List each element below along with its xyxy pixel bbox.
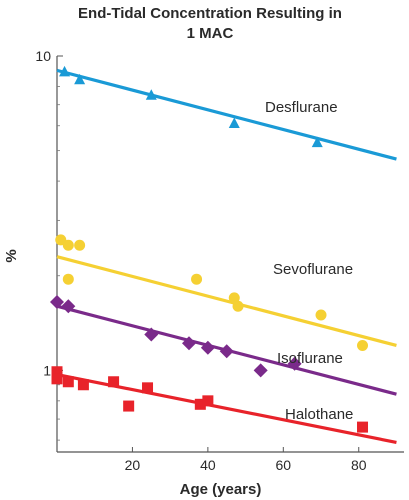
isoflurane-point (287, 356, 302, 371)
desflurane-fit-line (56, 68, 397, 161)
sevoflurane-point (191, 273, 203, 285)
isoflurane-point (200, 340, 215, 355)
sevoflurane-point (62, 239, 74, 251)
isoflurane-label: Isoflurane (277, 350, 343, 367)
chart-title-line-2: 1 MAC (186, 25, 234, 42)
sevoflurane-point (315, 309, 327, 321)
isoflurane-point (253, 363, 268, 378)
sevoflurane-label: Sevoflurane (273, 261, 353, 278)
sevoflurane-point (62, 273, 74, 285)
halothane-point (62, 376, 74, 388)
axes-group: 20 40 60 80 1 10 (35, 48, 404, 473)
halothane-point (51, 366, 63, 378)
desflurane-label: Desflurane (265, 99, 338, 116)
sevoflurane-fit-line (56, 255, 397, 348)
sevoflurane-point (74, 239, 86, 251)
sevoflurane-point (357, 339, 369, 351)
halothane-point (202, 395, 214, 407)
desflurane-point (74, 73, 86, 85)
labels-group: Age (years)% Desflurane Sevoflurane Isoflur… (3, 99, 353, 498)
halothane-point (77, 379, 89, 391)
x-tick-label: 80 (351, 457, 367, 473)
halothane-point (142, 382, 154, 394)
halothane-point (51, 373, 63, 385)
sevoflurane-point (232, 300, 244, 312)
x-tick-label: 40 (200, 457, 216, 473)
chart-title-line-1: End-Tidal Concentration Resulting in (78, 5, 342, 22)
fit-lines-group (56, 68, 397, 444)
desflurane-point (228, 117, 240, 128)
isoflurane-point (182, 336, 197, 351)
halothane-point (357, 421, 369, 433)
halothane-point (108, 376, 120, 388)
halothane-label: Halothane (285, 406, 353, 423)
y-tick-label: 1 (43, 362, 51, 378)
halothane-point (123, 400, 135, 412)
y-tick-label: 10 (35, 48, 51, 64)
isoflurane-point (219, 344, 234, 359)
desflurane-point (145, 89, 157, 100)
isoflurane-point (144, 327, 159, 342)
isoflurane-point (61, 299, 76, 314)
desflurane-point (59, 65, 71, 77)
x-tick-label: 20 (125, 457, 141, 473)
halothane-point (194, 398, 206, 410)
y-axis-label: % (3, 249, 20, 262)
sevoflurane-point (228, 292, 240, 304)
x-tick-label: 60 (276, 457, 292, 473)
x-axis-label: Age (years) (180, 481, 262, 498)
desflurane-point (311, 136, 323, 148)
markers-group (50, 65, 369, 433)
isoflurane-point (50, 295, 64, 310)
